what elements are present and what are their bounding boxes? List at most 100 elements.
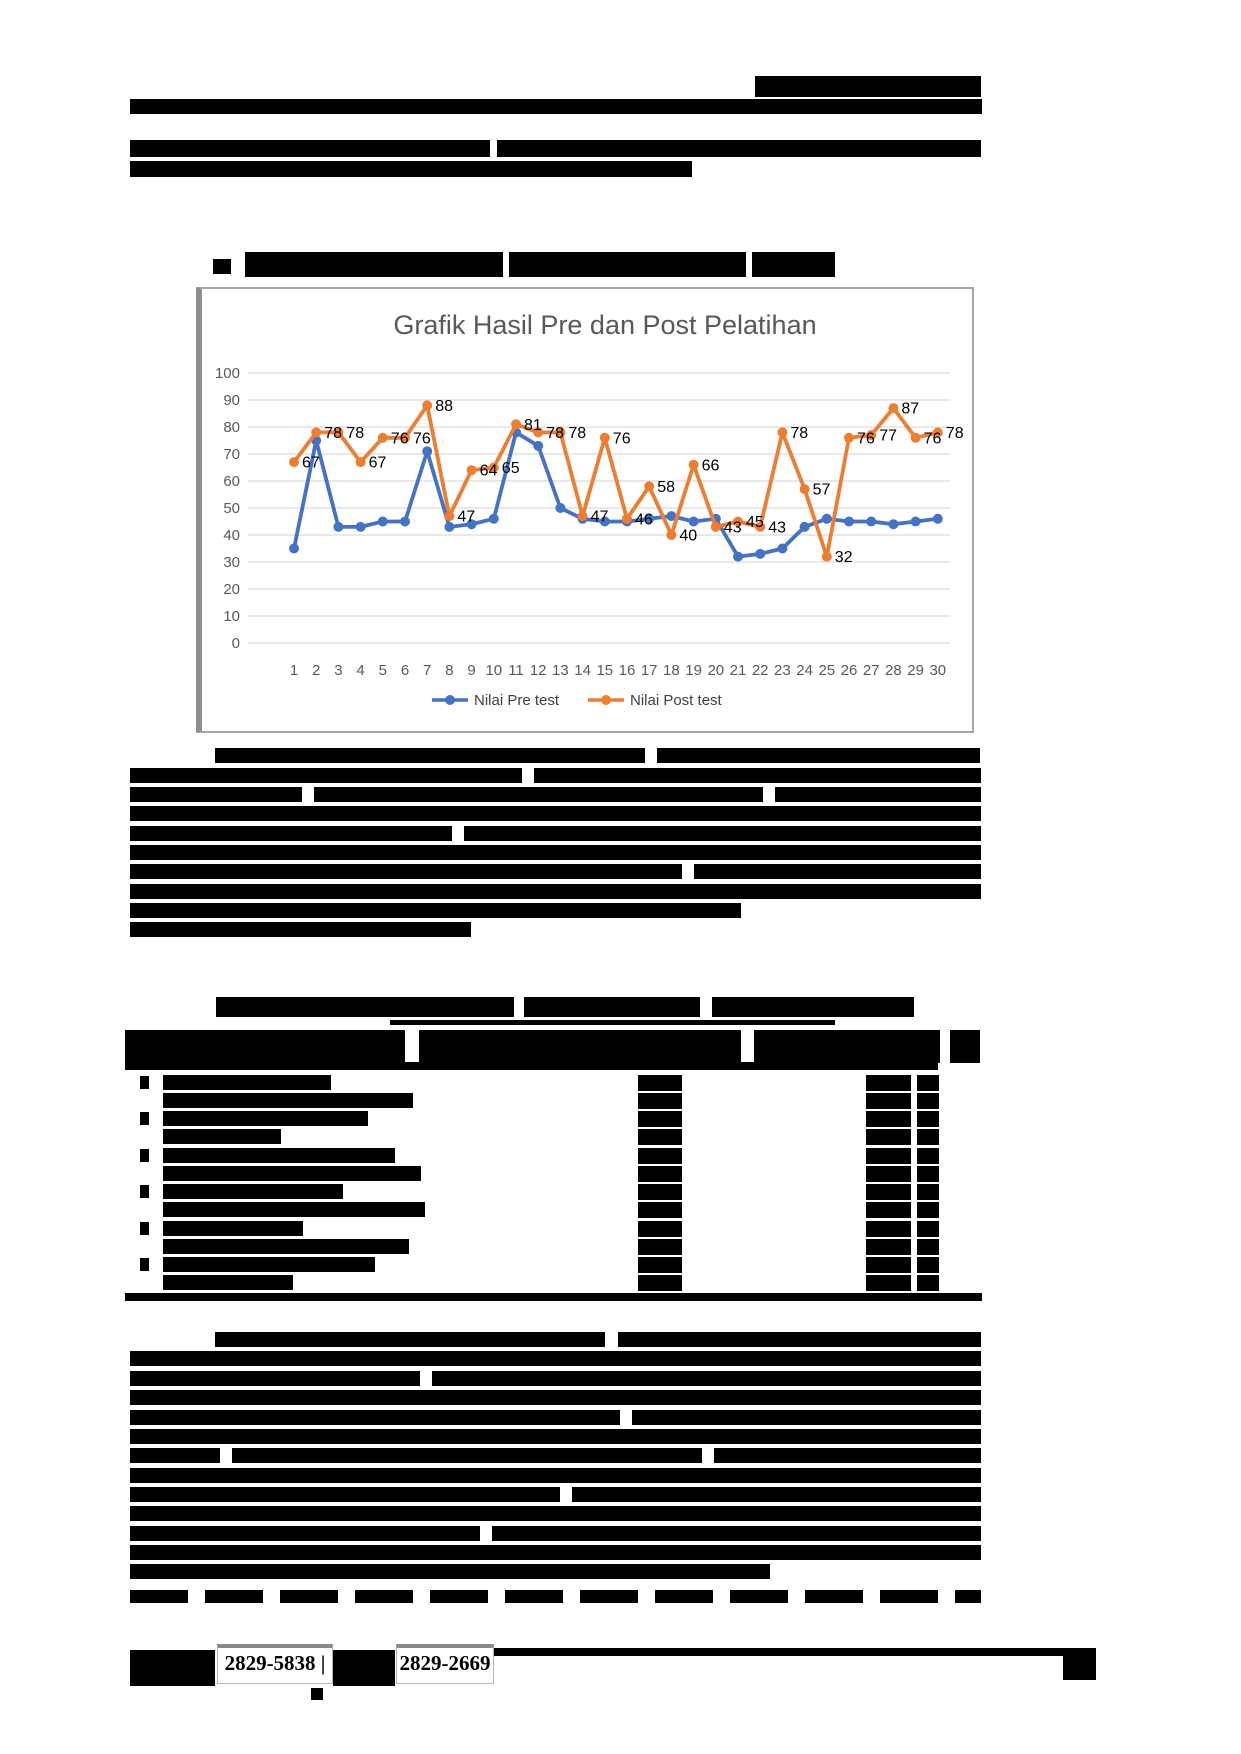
y-axis-tick-label: 0 xyxy=(232,635,240,652)
y-axis-tick-label: 20 xyxy=(223,581,240,598)
x-axis-tick-label: 3 xyxy=(334,662,342,679)
redacted-text-bar xyxy=(215,748,645,763)
redacted-text-bar xyxy=(917,1257,939,1273)
data-point-marker xyxy=(733,551,743,562)
redacted-text-bar xyxy=(163,1166,421,1181)
redacted-text-bar xyxy=(950,1030,980,1063)
redacted-text-bar xyxy=(130,787,302,802)
redacted-text-bar xyxy=(866,1166,911,1182)
data-point-marker xyxy=(377,432,388,443)
redacted-text-bar xyxy=(866,1111,911,1127)
x-axis-tick-label: 29 xyxy=(907,662,924,679)
data-label: 45 xyxy=(746,514,764,531)
redacted-text-bar xyxy=(775,787,981,802)
chart-title: Grafik Hasil Pre dan Post Pelatihan xyxy=(393,310,816,340)
legend-marker-pre-test xyxy=(445,695,455,705)
redacted-text-bar xyxy=(638,1275,682,1291)
redacted-text-bar xyxy=(140,1149,149,1162)
redacted-text-bar xyxy=(130,922,471,937)
data-point-marker xyxy=(755,548,766,559)
redacted-text-bar xyxy=(432,1371,981,1386)
data-label: 76 xyxy=(613,430,631,447)
data-point-marker xyxy=(866,430,877,441)
redacted-text-bar xyxy=(130,1506,981,1521)
issn-online-number: 2829-2669 xyxy=(396,1644,494,1684)
issn-print-number: 2829-5838 | xyxy=(217,1644,333,1684)
redacted-text-bar xyxy=(638,1221,682,1237)
redacted-text-bar xyxy=(464,826,981,841)
redacted-text-bar xyxy=(866,1093,911,1109)
redacted-text-bar xyxy=(655,1590,713,1603)
redacted-text-bar xyxy=(917,1075,939,1091)
redacted-text-bar xyxy=(694,864,981,879)
redacted-text-bar xyxy=(638,1111,682,1127)
data-point-marker xyxy=(444,511,455,522)
data-point-marker xyxy=(488,513,499,524)
data-label: 76 xyxy=(924,430,942,447)
redacted-text-bar xyxy=(163,1093,413,1108)
data-label: 46 xyxy=(635,511,653,528)
redacted-text-bar xyxy=(917,1202,939,1218)
redacted-text-bar xyxy=(632,1410,981,1425)
data-label: 76 xyxy=(391,430,409,447)
x-axis-tick-label: 19 xyxy=(685,662,702,679)
redacted-text-bar xyxy=(866,1275,911,1291)
redacted-text-bar xyxy=(1063,1648,1096,1680)
data-point-marker xyxy=(333,427,344,438)
data-label: 76 xyxy=(857,430,875,447)
redacted-text-bar xyxy=(130,1371,420,1386)
redacted-text-bar xyxy=(638,1257,682,1273)
redacted-text-bar xyxy=(130,826,452,841)
y-axis-tick-label: 30 xyxy=(223,554,240,571)
redacted-text-bar xyxy=(866,1148,911,1164)
redacted-text-bar xyxy=(917,1093,939,1109)
x-axis-tick-label: 15 xyxy=(596,662,613,679)
data-point-marker xyxy=(844,432,854,443)
x-axis-tick-label: 28 xyxy=(885,662,902,679)
redacted-text-bar xyxy=(163,1257,375,1272)
redacted-text-bar xyxy=(866,1184,911,1200)
data-point-marker xyxy=(333,521,344,532)
data-point-marker xyxy=(555,503,566,513)
data-label: 43 xyxy=(724,519,742,536)
data-label: 32 xyxy=(835,549,853,566)
legend-label-pre-test: Nilai Pre test xyxy=(474,692,560,709)
x-axis-tick-label: 20 xyxy=(707,662,724,679)
data-label: 87 xyxy=(901,401,919,418)
redacted-text-bar xyxy=(638,1093,682,1109)
x-axis-tick-label: 24 xyxy=(796,662,813,679)
y-axis-tick-label: 90 xyxy=(223,392,240,409)
redacted-text-bar xyxy=(333,1650,395,1686)
x-axis-tick-label: 13 xyxy=(552,662,569,679)
redacted-text-bar xyxy=(163,1129,281,1144)
x-axis-tick-label: 14 xyxy=(574,662,591,679)
data-point-marker xyxy=(710,521,721,532)
redacted-text-bar xyxy=(130,1390,981,1405)
redacted-text-bar xyxy=(163,1239,409,1254)
data-point-marker xyxy=(644,513,655,524)
redacted-text-bar xyxy=(492,1526,981,1541)
x-axis-tick-label: 9 xyxy=(467,662,475,679)
redacted-text-bar xyxy=(505,1590,563,1603)
data-label: 57 xyxy=(813,482,831,499)
data-point-marker xyxy=(666,511,677,522)
data-label: 66 xyxy=(702,457,720,474)
x-axis-tick-label: 18 xyxy=(663,662,680,679)
redacted-text-bar xyxy=(866,1239,911,1255)
x-axis-tick-label: 30 xyxy=(929,662,946,679)
data-label: 78 xyxy=(546,425,564,442)
data-label: 78 xyxy=(946,425,964,442)
y-axis-tick-label: 60 xyxy=(223,473,240,490)
data-point-marker xyxy=(910,516,921,527)
y-axis-tick-label: 10 xyxy=(223,608,240,625)
redacted-text-bar xyxy=(493,1648,1063,1656)
redacted-text-bar xyxy=(534,768,981,783)
x-axis-tick-label: 27 xyxy=(863,662,880,679)
data-label: 58 xyxy=(657,479,675,496)
redacted-text-bar xyxy=(125,1030,405,1063)
redacted-text-bar xyxy=(524,997,700,1017)
redacted-text-bar xyxy=(638,1148,682,1164)
redacted-text-bar xyxy=(130,884,981,899)
data-point-marker xyxy=(932,513,943,524)
